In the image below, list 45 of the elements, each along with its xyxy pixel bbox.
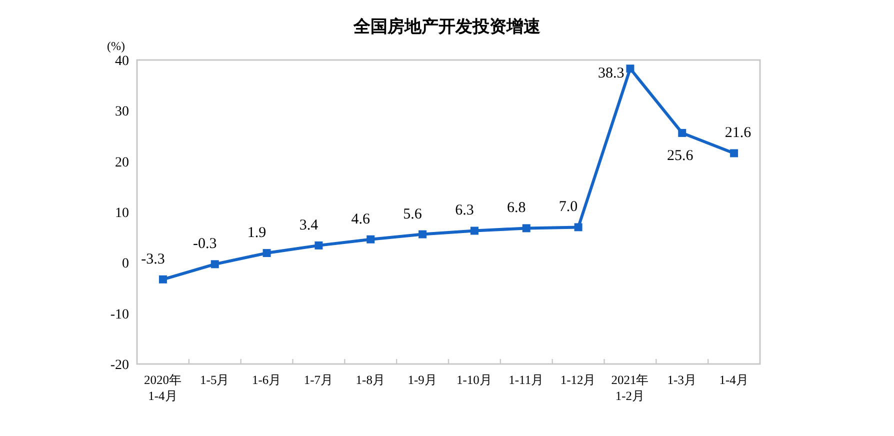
x-tick-label: 1-12月 — [560, 373, 596, 387]
data-label: 3.4 — [299, 217, 319, 234]
point — [730, 149, 738, 158]
data-label: -3.3 — [141, 251, 165, 268]
data-label: 38.3 — [598, 66, 624, 82]
data-label: 4.6 — [351, 211, 370, 228]
x-tick-label: 1-3月 — [667, 373, 697, 387]
data-label: 5.6 — [403, 206, 422, 222]
x-tick-label: 1-6月 — [252, 373, 282, 387]
data-label: 1.9 — [247, 225, 266, 242]
data-label: 21.6 — [724, 125, 752, 142]
x-tick-label: 1-7月 — [304, 373, 334, 387]
point — [418, 230, 427, 238]
point — [470, 226, 478, 235]
y-tick-label: 30 — [115, 104, 129, 120]
point — [366, 235, 375, 244]
y-axis-title: (%) — [107, 39, 125, 53]
point — [158, 275, 167, 284]
x-tick-label: 1-11月 — [508, 373, 544, 387]
point — [262, 249, 271, 258]
y-tick-label: -20 — [110, 358, 129, 373]
point — [678, 128, 686, 137]
x-tick-label: 1-4月 — [719, 373, 749, 387]
data-label: 7.0 — [558, 199, 578, 216]
point — [626, 64, 634, 73]
point — [314, 241, 323, 250]
data-label: -0.3 — [193, 236, 217, 252]
y-tick-label: 0 — [122, 256, 129, 272]
point — [210, 260, 219, 268]
x-tick-label: 2021年 1-2月 — [611, 373, 650, 403]
y-tick-label: 40 — [115, 54, 129, 69]
y-tick-label: -10 — [110, 307, 129, 322]
x-tick-label: 1-9月 — [408, 373, 438, 387]
x-tick-label: 1-8月 — [356, 373, 386, 387]
y-tick-label: 10 — [115, 206, 129, 221]
y-tick-label: 20 — [115, 155, 129, 170]
x-tick-label: 1-10月 — [456, 373, 492, 387]
data-label: 6.3 — [455, 202, 474, 219]
chart-title: 全国房地产开发投资增速 — [352, 17, 540, 37]
x-tick-label: 1-5月 — [200, 373, 230, 387]
x-tick-label: 2020年 1-4月 — [144, 373, 182, 403]
data-label: 6.8 — [507, 200, 526, 216]
data-label: 25.6 — [667, 148, 694, 164]
point — [522, 224, 530, 232]
point — [574, 223, 582, 232]
